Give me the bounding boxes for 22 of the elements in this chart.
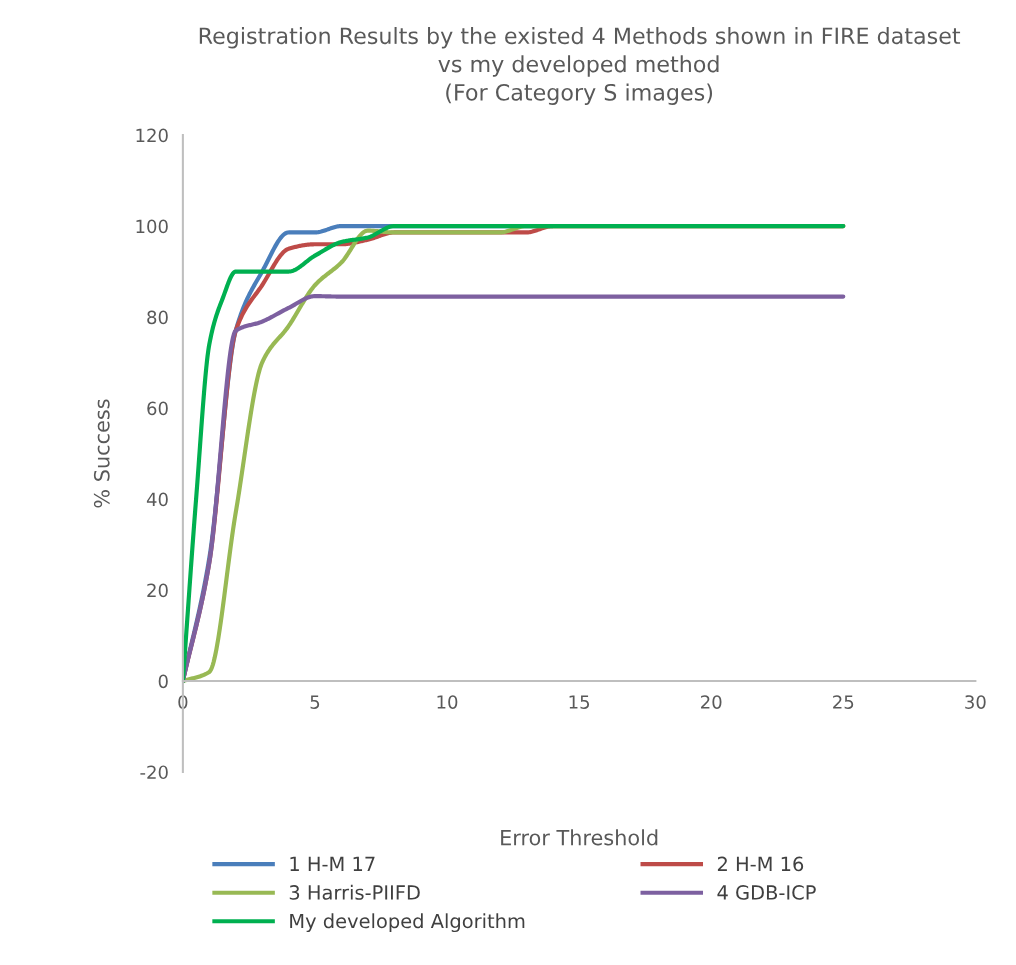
y-axis-title: % Success bbox=[93, 399, 110, 508]
y-tick-label: 20 bbox=[147, 583, 168, 598]
y-tick-label: 0 bbox=[158, 674, 168, 689]
x-tick-label: 25 bbox=[833, 695, 854, 709]
legend-label: 3 Harris-PIIFD bbox=[289, 884, 420, 900]
x-tick-label: 30 bbox=[965, 695, 986, 709]
y-tick-label: 100 bbox=[136, 219, 168, 234]
x-tick-label: 15 bbox=[569, 695, 590, 709]
y-tick-label: 60 bbox=[147, 401, 168, 416]
y-tick-label: -20 bbox=[140, 765, 168, 780]
x-tick-label: 10 bbox=[437, 695, 458, 709]
y-tick-label: 80 bbox=[147, 310, 168, 325]
legend-label: My developed Algorithm bbox=[290, 913, 525, 933]
legend-label: 4 GDB-ICP bbox=[717, 885, 816, 900]
x-tick-label: 20 bbox=[701, 695, 722, 709]
x-tick-label: 5 bbox=[310, 695, 320, 709]
y-tick-label: 120 bbox=[136, 128, 168, 143]
legend-label: 1 H-M 17 bbox=[290, 856, 375, 871]
legend-label: 2 H-M 16 bbox=[717, 856, 804, 872]
y-tick-label: 40 bbox=[146, 492, 168, 507]
chart-title: Registration Results by the existed 4 Methods shown in FIRE dataset vs my developed method (For Category S images) bbox=[199, 26, 961, 105]
x-axis-title: Error Threshold bbox=[501, 829, 658, 846]
